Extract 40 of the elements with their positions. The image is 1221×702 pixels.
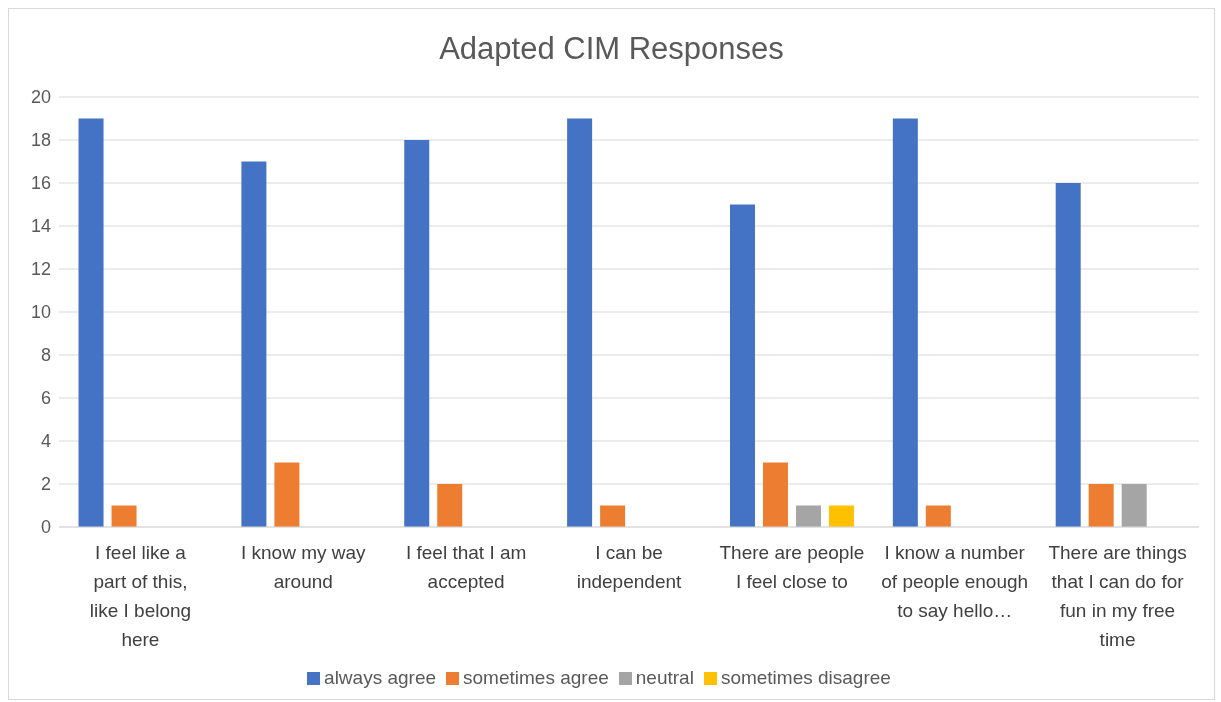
legend-label: neutral [635,667,694,688]
y-tick-label: 6 [40,388,51,409]
bar [111,505,137,527]
bar [78,118,104,527]
y-tick-label: 16 [30,173,51,194]
bar [567,118,593,527]
bar [892,118,918,527]
bar [1088,484,1114,527]
x-tick-label: I can be independent [576,542,683,592]
y-tick-label: 8 [40,345,51,366]
y-tick-label: 14 [30,216,51,237]
chart-title: Adapted CIM Responses [438,30,785,68]
x-tick-label: There are people I feel close to [719,542,865,592]
y-tick-label: 2 [40,474,51,495]
legend-label: sometimes agree [463,667,609,688]
bar [762,462,788,527]
bar [600,505,626,527]
y-tick-label: 18 [30,130,51,151]
bar [274,462,300,527]
y-tick-label: 10 [30,302,51,323]
bar [437,484,463,527]
y-tick-label: 0 [40,517,51,538]
bar [795,505,821,527]
x-tick-label: There are things that I can do for fun in my free time [1048,542,1187,650]
y-tick-label: 20 [30,87,51,108]
x-tick-label: I know my way around [240,542,367,592]
bar [404,140,430,527]
bar [925,505,951,527]
y-tick-label: 12 [30,259,51,280]
bar [828,505,854,527]
bar [241,161,267,527]
x-tick-label: I feel like a part of this, like I belong here [89,542,192,650]
x-tick-label: I feel that I am accepted [405,542,527,592]
bar [729,204,755,527]
bar [1055,183,1081,527]
x-tick-label: I know a number of people enough to say hello… [881,542,1029,621]
legend-label: sometimes disagree [720,667,891,688]
bar [1121,484,1147,527]
legend-label: always agree [324,667,437,688]
y-tick-label: 4 [40,431,51,452]
